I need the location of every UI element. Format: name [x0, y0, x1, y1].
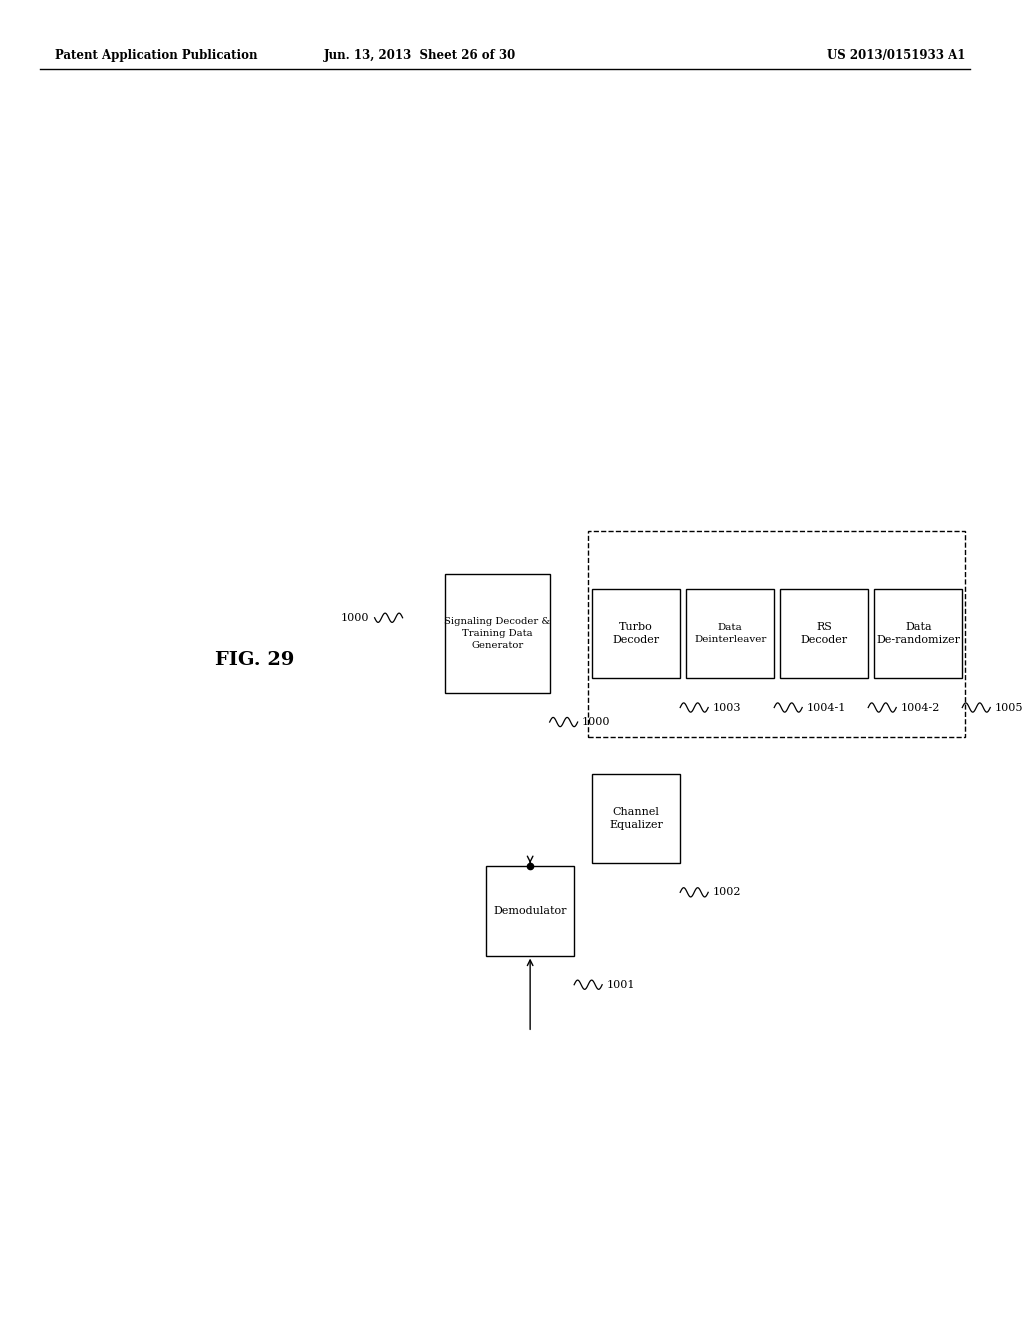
- Text: FIG. 29: FIG. 29: [215, 651, 295, 669]
- Text: Channel
Equalizer: Channel Equalizer: [609, 807, 664, 830]
- Text: 1005: 1005: [994, 702, 1023, 713]
- Text: Turbo
Decoder: Turbo Decoder: [612, 622, 659, 645]
- Text: Data
Deinterleaver: Data Deinterleaver: [694, 623, 766, 644]
- Text: Signaling Decoder &
Training Data
Generator: Signaling Decoder & Training Data Genera…: [444, 618, 550, 649]
- Bar: [592, 589, 680, 678]
- Bar: [444, 574, 550, 693]
- Bar: [686, 589, 774, 678]
- Bar: [592, 774, 680, 863]
- Text: US 2013/0151933 A1: US 2013/0151933 A1: [826, 49, 966, 62]
- Bar: [874, 589, 963, 678]
- Text: Demodulator: Demodulator: [494, 906, 567, 916]
- Text: 1000: 1000: [341, 612, 370, 623]
- Text: Patent Application Publication: Patent Application Publication: [55, 49, 257, 62]
- Text: 1004-2: 1004-2: [900, 702, 940, 713]
- Bar: [780, 589, 868, 678]
- Text: 1002: 1002: [712, 887, 740, 898]
- Bar: [486, 866, 574, 956]
- Text: 1003: 1003: [712, 702, 740, 713]
- Text: 1000: 1000: [582, 717, 610, 727]
- Text: Data
De-randomizer: Data De-randomizer: [877, 622, 961, 645]
- Bar: [588, 531, 966, 737]
- Text: RS
Decoder: RS Decoder: [801, 622, 848, 645]
- Text: 1001: 1001: [606, 979, 635, 990]
- Text: Jun. 13, 2013  Sheet 26 of 30: Jun. 13, 2013 Sheet 26 of 30: [324, 49, 516, 62]
- Text: 1004-1: 1004-1: [806, 702, 846, 713]
